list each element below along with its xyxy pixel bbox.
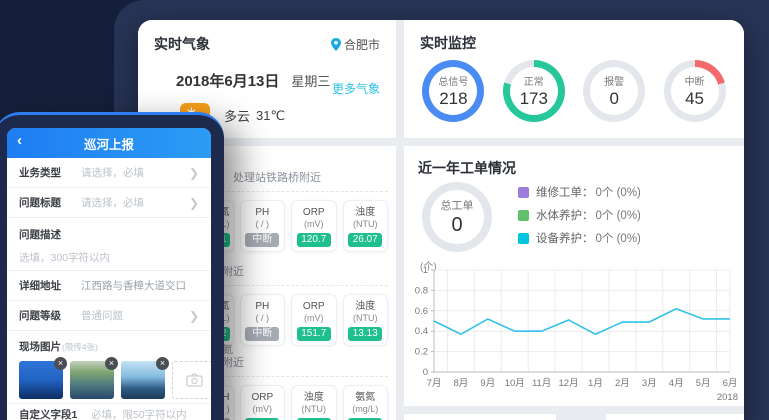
svg-text:0: 0 (423, 367, 428, 378)
weekday-label: 星期三 (291, 74, 331, 89)
field-address[interactable]: 详细地址 江西路与香樟大道交口 (7, 271, 211, 301)
svg-text:9月: 9月 (480, 378, 495, 389)
location-pin-icon (330, 37, 341, 51)
svg-text:0.2: 0.2 (415, 347, 428, 358)
city-label: 合肥市 (343, 37, 380, 52)
back-icon[interactable]: ‹ (17, 132, 22, 149)
realtime-monitor-card: 实时监控 总信号 218 正常 173 报警 0 (404, 20, 744, 138)
donut-normal: 正常 173 (502, 60, 565, 122)
value-badge: 26.07 (348, 233, 383, 247)
field-problem-level[interactable]: 问题等级 普通问题 ❯ (7, 301, 211, 331)
monitor-title: 实时监控 (420, 35, 476, 51)
field-custom-1[interactable]: 自定义字段1 必填，限50字符以内 (7, 404, 211, 420)
workorders-card: 近一年工单情况 总工单 0 维修工单： 0个 (0%) 水体养护： 0个 (0%… (404, 146, 744, 406)
value-badge: 120.7 (296, 233, 331, 247)
legend-swatch (518, 232, 529, 244)
value-badge: 151.7 (296, 327, 331, 341)
photo-thumbnail[interactable]: × (70, 357, 118, 399)
svg-text:2月: 2月 (615, 378, 630, 389)
station-title: 附近 (222, 266, 244, 278)
metric-card: ORP (mV) 91.44 (239, 385, 286, 420)
dashboard-panel: 实时气象 合肥市 2018年6月13日 星期三 更多气象 (138, 20, 744, 420)
weather-card: 实时气象 合肥市 2018年6月13日 星期三 更多气象 (138, 20, 396, 138)
metric-card: PH ( / ) 中断 (239, 294, 286, 346)
svg-text:1月: 1月 (588, 378, 603, 389)
workorders-title: 近一年工单情况 (418, 160, 516, 176)
remove-photo-icon[interactable]: × (156, 357, 169, 370)
camera-icon (185, 373, 203, 387)
monitor-donut-row: 总信号 218 正常 173 报警 0 中断 45 (404, 60, 744, 122)
y-axis-unit: (个) (420, 262, 437, 273)
station-title: 附近 (222, 357, 244, 369)
chevron-right-icon: ❯ (188, 308, 199, 323)
metric-card: 浊度 (NTU) 13.86 (291, 385, 337, 420)
svg-text:4月: 4月 (669, 378, 684, 389)
phone-page-title: 巡河上报 (83, 137, 134, 152)
field-photos: 现场图片(限传4张) × × × (7, 331, 211, 404)
metric-card: ORP (mV) 120.7 (291, 200, 337, 252)
add-photo-button[interactable] (172, 361, 211, 399)
remove-photo-icon[interactable]: × (105, 357, 118, 370)
value-badge: 中断 (245, 327, 280, 341)
svg-text:0.4: 0.4 (415, 326, 428, 337)
divider (222, 191, 388, 192)
value-badge: 13.13 (348, 327, 383, 341)
station-title: 处理站铁路桥附近 (233, 172, 321, 184)
divider (222, 285, 388, 286)
svg-text:10月: 10月 (505, 378, 525, 389)
card-sliver (606, 414, 744, 420)
donut-alarm: 报警 0 (583, 60, 646, 122)
svg-text:6月: 6月 (723, 378, 738, 389)
donut-total-signal: 总信号 218 (422, 60, 485, 122)
city-selector[interactable]: 合肥市 (330, 36, 380, 53)
photo-thumbnail[interactable]: × (19, 357, 67, 399)
svg-text:0.8: 0.8 (415, 285, 428, 296)
svg-text:1: 1 (423, 265, 428, 276)
legend-swatch (518, 186, 529, 198)
temperature: 31℃ (256, 107, 286, 123)
svg-text:3月: 3月 (642, 378, 657, 389)
svg-text:5月: 5月 (696, 378, 711, 389)
svg-text:2018: 2018 (717, 392, 738, 403)
donut-total-workorders: 总工单 0 (422, 182, 492, 252)
metric-card: 浊度 (NTU) 26.07 (342, 200, 388, 252)
svg-text:11月: 11月 (532, 378, 551, 389)
weather-condition: 多云 (224, 109, 251, 124)
svg-text:7月: 7月 (427, 378, 442, 389)
photo-thumbnail[interactable]: × (121, 357, 169, 399)
weather-title: 实时气象 (154, 36, 210, 52)
card-sliver (404, 414, 556, 420)
field-business-type[interactable]: 业务类型 请选择，必填 ❯ (7, 158, 211, 188)
metric-card: ORP (mV) 151.7 (291, 294, 337, 346)
remove-photo-icon[interactable]: × (54, 357, 67, 370)
svg-text:0.6: 0.6 (415, 306, 428, 317)
value-badge: 中断 (245, 233, 280, 247)
field-problem-description[interactable]: 问题描述 选填，300字符以内 (7, 218, 211, 271)
phone-overlay: ‹ 巡河上报 业务类型 请选择，必填 ❯ 问题标题 请选择，必填 ❯ 问题描述 … (0, 112, 224, 420)
divider (222, 376, 388, 377)
svg-text:12月: 12月 (559, 378, 579, 389)
donut-interrupted: 中断 45 (663, 60, 726, 122)
more-weather-link[interactable]: 更多气象 (331, 82, 380, 96)
metric-card: PH ( / ) 中断 (239, 200, 286, 252)
chevron-right-icon: ❯ (188, 195, 199, 210)
metric-card: 浊度 (NTU) 13.13 (342, 294, 388, 346)
trend-line-chart: 0 0.2 0.4 0.6 0.8 1 7月 8月 9月 10月 11月 12月 1月 2月 3月 4月 5月 6… (415, 265, 738, 403)
station-title: 氮 (222, 344, 233, 356)
legend-item: 水体养护： 0个 (0%) (518, 207, 641, 223)
legend-item: 设备养护： 0个 (0%) (518, 230, 641, 246)
field-problem-title[interactable]: 问题标题 请选择，必填 ❯ (7, 188, 211, 218)
chevron-right-icon: ❯ (188, 165, 199, 180)
phone-screen: ‹ 巡河上报 业务类型 请选择，必填 ❯ 问题标题 请选择，必填 ❯ 问题描述 … (7, 128, 211, 420)
date-label: 2018年6月13日 (176, 73, 280, 90)
svg-text:8月: 8月 (454, 378, 469, 389)
legend-swatch (518, 209, 529, 221)
metric-card: 氨氮 (mg/L) 2.47 (342, 385, 388, 420)
legend-item: 维修工单： 0个 (0%) (518, 184, 641, 200)
workorders-legend: 维修工单： 0个 (0%) 水体养护： 0个 (0%) 设备养护： 0个 (0%… (518, 184, 641, 246)
phone-header: ‹ 巡河上报 (7, 128, 211, 158)
